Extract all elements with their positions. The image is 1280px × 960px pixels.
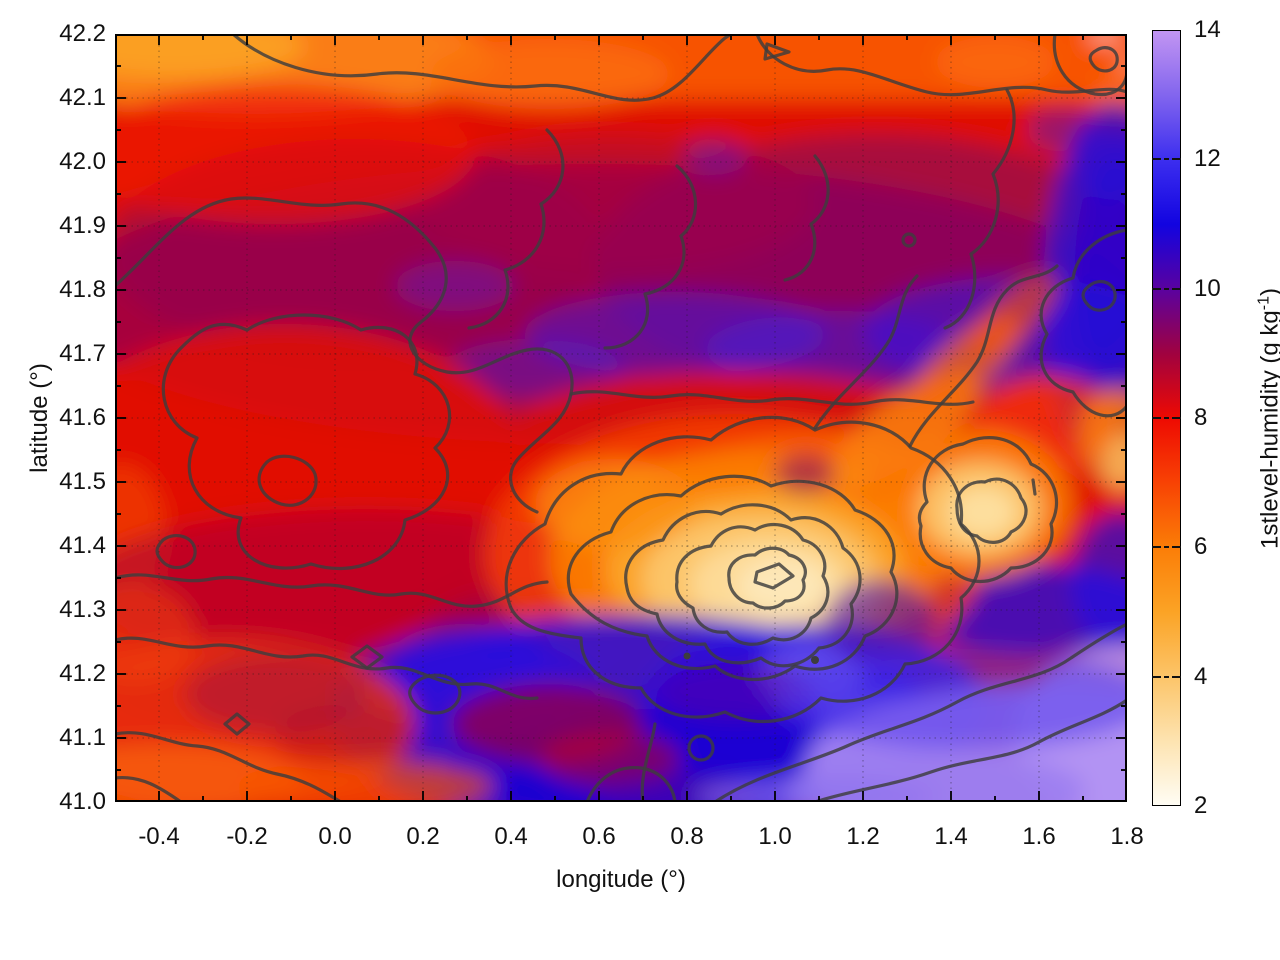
humidity-field bbox=[115, 34, 1127, 802]
x-axis-title: longitude (°) bbox=[556, 866, 686, 893]
colorbar-tick-mark bbox=[1172, 287, 1181, 290]
x-tick-label: 1.6 bbox=[1022, 823, 1056, 850]
contour-lines bbox=[115, 34, 1127, 802]
colorbar-tick-label: 10 bbox=[1194, 274, 1221, 302]
colorbar-tick-mark bbox=[1164, 158, 1169, 161]
x-tick-label: 1.4 bbox=[934, 823, 968, 850]
colorbar-tick-mark bbox=[1152, 287, 1161, 290]
colorbar-tick-mark bbox=[1172, 158, 1181, 161]
y-tick-label: 41.5 bbox=[59, 468, 106, 495]
colorbar-tick-mark bbox=[1164, 675, 1169, 678]
colorbar-title-text: 1stlevel-humidity (g kg bbox=[1256, 310, 1280, 549]
colorbar-tick-mark bbox=[1164, 417, 1169, 419]
colorbar-tick-label: 14 bbox=[1194, 16, 1221, 43]
x-tick-label: -0.2 bbox=[226, 823, 268, 850]
y-tick-label: 42.0 bbox=[59, 148, 106, 175]
colorbar-tick-mark bbox=[1152, 417, 1161, 419]
y-tick-label: 41.9 bbox=[59, 212, 106, 239]
colorbar-tick-mark bbox=[1172, 417, 1181, 419]
colorbar-tick-mark bbox=[1152, 546, 1161, 549]
x-tick-label: 0.8 bbox=[670, 823, 704, 850]
plot-border bbox=[115, 34, 1127, 802]
colorbar-tick-mark bbox=[1164, 287, 1169, 290]
grid-lines bbox=[115, 34, 1127, 802]
y-tick-label: 42.2 bbox=[59, 20, 106, 47]
y-tick-label: 41.6 bbox=[59, 404, 106, 431]
x-tick-label: -0.4 bbox=[138, 823, 180, 850]
map-plot-area bbox=[115, 34, 1127, 802]
colorbar-tick-label: 12 bbox=[1194, 145, 1221, 173]
x-tick-label: 0.4 bbox=[494, 823, 528, 850]
colorbar-title: 1stlevel-humidity (g kg-1) bbox=[1256, 259, 1280, 579]
x-tick-label: 1.2 bbox=[846, 823, 880, 850]
x-tick-label: 0.2 bbox=[406, 823, 440, 850]
colorbar-tick-mark bbox=[1172, 675, 1181, 678]
colorbar-tick-mark bbox=[1164, 546, 1169, 549]
y-tick-label: 41.0 bbox=[59, 788, 106, 815]
colorbar-tick-label: 4 bbox=[1194, 662, 1208, 690]
y-tick-label: 41.2 bbox=[59, 660, 106, 687]
colorbar-tick-mark bbox=[1152, 158, 1161, 161]
x-tick-label: 1.0 bbox=[758, 823, 792, 850]
colorbar-title-superscript: -1 bbox=[1255, 296, 1273, 311]
x-tick-label: 0.0 bbox=[318, 823, 352, 850]
colorbar-tick-label: 2 bbox=[1194, 792, 1208, 819]
y-tick-label: 41.7 bbox=[59, 340, 106, 367]
colorbar-title-close-paren: ) bbox=[1257, 288, 1280, 296]
x-tick-label: 0.6 bbox=[582, 823, 616, 850]
y-tick-label: 41.8 bbox=[59, 276, 106, 303]
y-tick-label: 41.1 bbox=[59, 724, 106, 751]
colorbar-tick-label: 6 bbox=[1194, 533, 1208, 561]
colorbar-tick-mark bbox=[1152, 675, 1161, 678]
y-tick-label: 42.1 bbox=[59, 84, 106, 111]
y-tick-label: 41.3 bbox=[59, 596, 106, 623]
y-tick-label: 41.4 bbox=[59, 532, 106, 559]
y-axis-title: latitude (°) bbox=[26, 363, 53, 473]
x-tick-label: 1.8 bbox=[1110, 823, 1144, 850]
colorbar-tick-label: 8 bbox=[1194, 404, 1208, 431]
colorbar-tick-mark bbox=[1172, 546, 1181, 549]
